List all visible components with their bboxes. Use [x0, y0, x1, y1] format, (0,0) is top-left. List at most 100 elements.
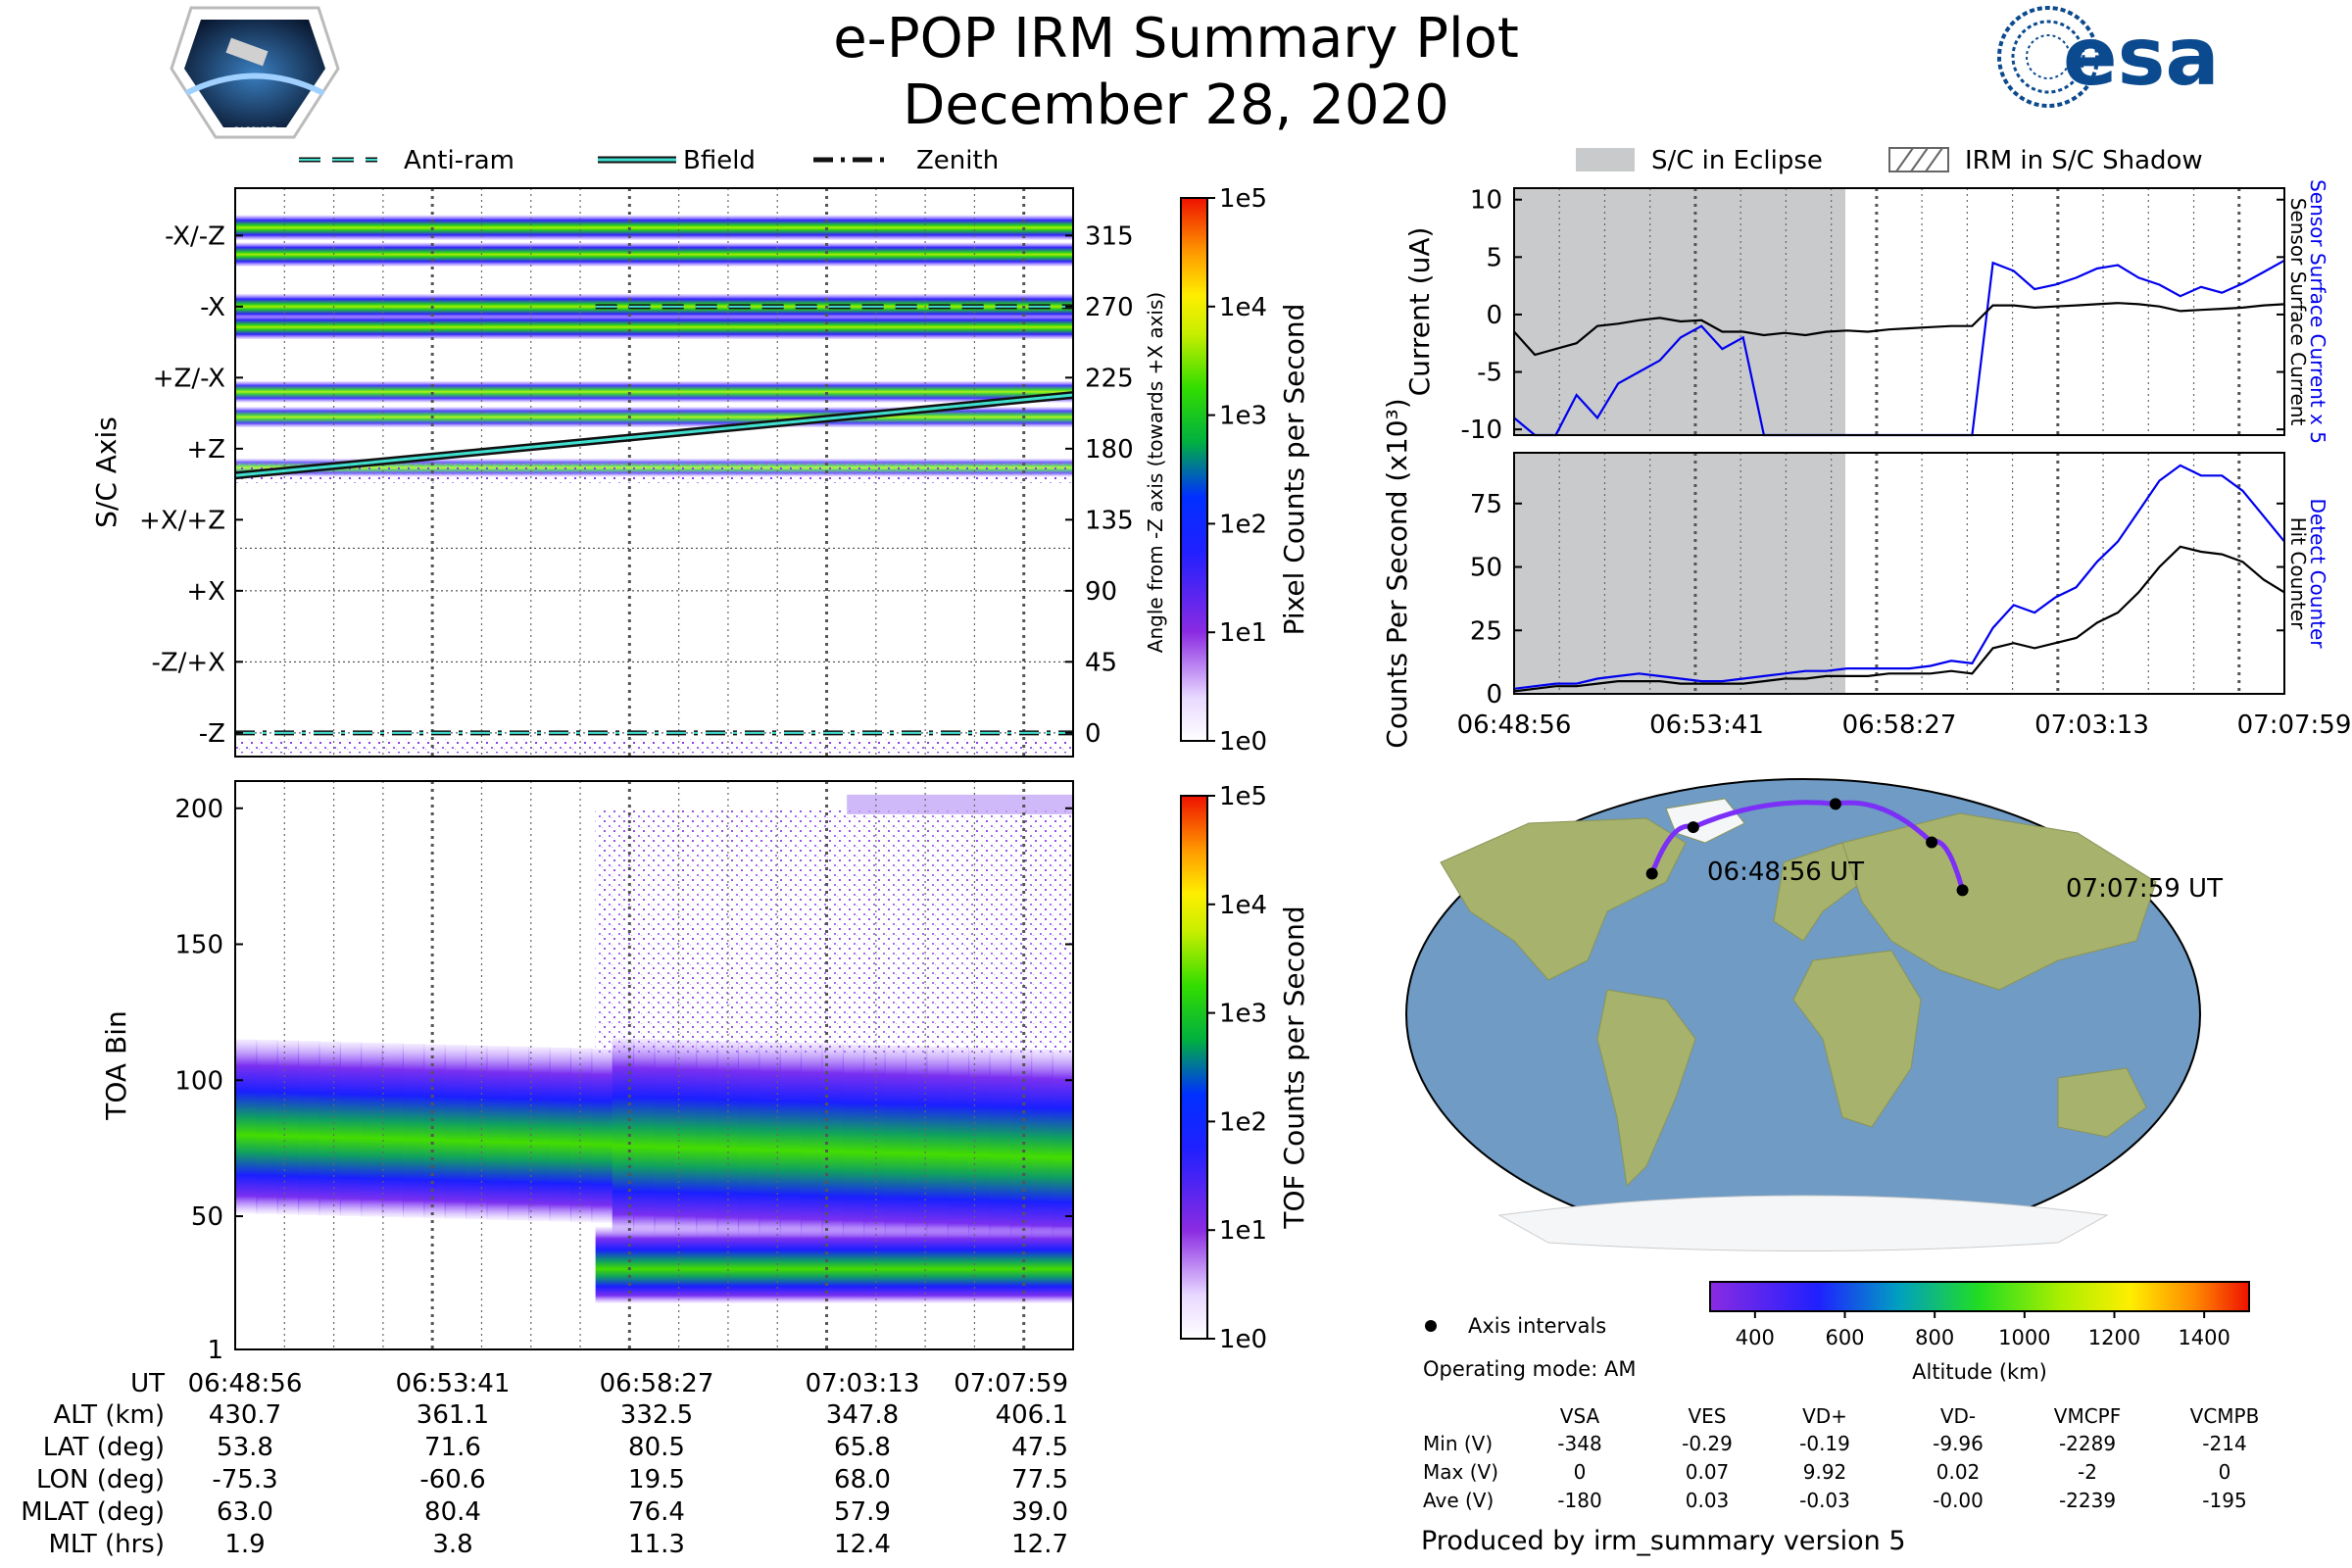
- pixel-right-tick-label: 135: [1085, 506, 1134, 535]
- tof-band-slice: [570, 1048, 593, 1223]
- colorbar-tick-label: 1e2: [1219, 510, 1267, 539]
- legend-eclipse-label: S/C in Eclipse: [1651, 146, 1823, 175]
- current-eclipse-region: [1514, 188, 1845, 435]
- colorbar-tick-label: 1e3: [1219, 402, 1267, 431]
- tof-band-slice: [444, 1045, 467, 1219]
- line-panel-tick-label: 25: [1470, 616, 1502, 646]
- voltage-cell: -0.29: [1682, 1432, 1733, 1455]
- altitude-colorbar: 400 600 800 1000 1200 1400 Altitude (km): [1709, 1281, 2250, 1384]
- tof-band-slice: [842, 1044, 865, 1241]
- time-table-header: MLT (hrs): [49, 1530, 166, 1559]
- current-ticks: 10 5 0 -5 -10: [1461, 186, 2284, 445]
- pixel-band: [235, 315, 1073, 339]
- time-table-cell: 12.7: [1011, 1530, 1068, 1559]
- pixel-panel-frame: [234, 187, 1074, 758]
- series-detect-counter: [1513, 464, 2285, 690]
- tof-band-slice: [738, 1041, 760, 1238]
- counts-right-label-black: Hit Counter: [2286, 517, 2310, 630]
- time-table-header: LON (deg): [36, 1465, 165, 1494]
- altitude-tick-label: 600: [1825, 1326, 1864, 1349]
- tof-band-slice: [821, 1044, 844, 1240]
- current-panel-frame: [1513, 187, 2285, 436]
- altitude-tick-label: 800: [1915, 1326, 1954, 1349]
- tof-band-slice: [486, 1046, 509, 1220]
- current-panel: 10 5 0 -5 -10 Current (uA) Sensor Surface Cu…: [1403, 179, 2329, 445]
- altitude-colorbar-label: Altitude (km): [1912, 1360, 2047, 1384]
- pixel-left-tick-label: -X: [200, 293, 225, 322]
- tof-tick-label: 50: [191, 1202, 223, 1232]
- tof-top-stripe: [847, 794, 1073, 814]
- time-table-cell: -75.3: [212, 1465, 277, 1494]
- voltage-cell: 9.92: [1803, 1460, 1847, 1484]
- colorbar-tick-label: 1e5: [1219, 782, 1267, 811]
- pixel-direction-lines: [234, 304, 1074, 736]
- produced-by: Produced by irm_summary version 5: [1421, 1526, 1906, 1556]
- voltage-cell: -0.03: [1799, 1489, 1850, 1512]
- tof-band-slice: [298, 1041, 320, 1215]
- tof-band-slice: [906, 1046, 928, 1243]
- tof-ylabel: TOA Bin: [100, 1010, 132, 1120]
- pixel-left-tick-label: +Z: [186, 435, 225, 465]
- current-gridlines: [1558, 188, 2241, 435]
- tof-band-slice: [591, 1049, 613, 1223]
- tof-band-slice: [549, 1047, 571, 1222]
- pixel-right-tick-label: 90: [1085, 577, 1117, 607]
- time-table-cell: 361.1: [416, 1400, 489, 1430]
- tof-band-slice: [318, 1041, 341, 1216]
- colorbar-tick-label: 1e5: [1219, 184, 1267, 214]
- time-table-cell: 07:03:13: [806, 1369, 920, 1398]
- operating-mode: Operating mode: AM: [1423, 1357, 1636, 1381]
- voltage-cell: -195: [2202, 1489, 2246, 1512]
- current-right-label-blue: Sensor Surface Current x 5: [2306, 179, 2329, 444]
- tof-band-slice: [926, 1046, 949, 1243]
- orbit-track-point: [1687, 821, 1699, 834]
- voltage-cell: 0: [1574, 1460, 1587, 1484]
- time-table-cell: 47.5: [1011, 1433, 1068, 1462]
- pixel-angle-panel: -X/-Z -X +Z/-X +Z +X/+Z +X -Z/+X -Z 315 270 225 18…: [90, 187, 1167, 758]
- badge-text: CASSIOPE: [233, 126, 277, 136]
- time-table-cell: 39.0: [1011, 1497, 1068, 1527]
- voltage-cell: 0: [2219, 1460, 2231, 1484]
- map-end-label: 07:07:59 UT: [2066, 874, 2223, 904]
- altitude-tick-label: 1000: [1998, 1326, 2050, 1349]
- pixel-left-tick-label: +X: [186, 577, 225, 607]
- tof-colorbar: 1e5 1e4 1e3 1e2 1e1 1e0 TOF Counts per Second: [1180, 782, 1310, 1354]
- esa-logo: esa: [1997, 6, 2220, 108]
- voltage-header: VSA: [1560, 1404, 1600, 1428]
- pixel-right-tick-label: 270: [1085, 293, 1134, 322]
- time-table-header: MLAT (deg): [21, 1497, 165, 1527]
- voltage-row-label: Max (V): [1423, 1460, 1498, 1484]
- pixel-colorbar-label: Pixel Counts per Second: [1278, 304, 1310, 636]
- time-axis-tick-label: 06:58:27: [1842, 710, 1957, 740]
- time-table-cell: 11.3: [628, 1530, 685, 1559]
- voltage-cell: 0.03: [1686, 1489, 1730, 1512]
- orbit-track-point: [1829, 798, 1841, 810]
- tof-band-slice: [403, 1044, 425, 1218]
- voltage-cell: -9.96: [1933, 1432, 1984, 1455]
- counts-panel-frame: [1513, 452, 2285, 695]
- time-table-cell: 80.4: [424, 1497, 481, 1527]
- line-panel-tick-label: 10: [1470, 186, 1502, 216]
- time-table-cell: 06:53:41: [396, 1369, 511, 1398]
- voltage-header: VCMPB: [2190, 1404, 2260, 1428]
- orbit-track-point: [1926, 836, 1938, 849]
- tof-heatmap: [235, 794, 1074, 1303]
- tof-band-slice: [884, 1045, 906, 1242]
- time-axis-tick-label: 07:07:59: [2237, 710, 2352, 740]
- legend-antiram: Anti-ram: [404, 146, 514, 175]
- voltage-header: VD-: [1940, 1404, 1976, 1428]
- map-start-label: 06:48:56 UT: [1707, 858, 1864, 887]
- altitude-tick-label: 400: [1736, 1326, 1775, 1349]
- colorbar-tick-label: 1e4: [1219, 891, 1267, 920]
- tof-band-slice: [235, 1039, 258, 1214]
- time-table-header: LAT (deg): [43, 1433, 165, 1462]
- altitude-tick-label: 1400: [2178, 1326, 2230, 1349]
- pixel-right-tick-label: 225: [1085, 364, 1134, 393]
- colorbar-tick-label: 1e1: [1219, 1216, 1267, 1246]
- tof-band-slice: [339, 1042, 363, 1217]
- time-table-cell: 430.7: [209, 1400, 281, 1430]
- tof-tick-label: 100: [174, 1066, 223, 1096]
